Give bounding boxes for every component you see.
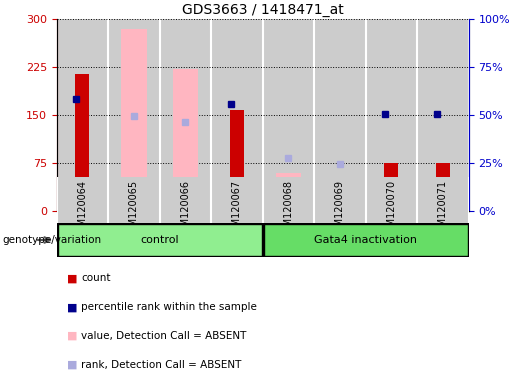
FancyBboxPatch shape <box>264 224 468 256</box>
Bar <box>230 110 244 211</box>
Text: percentile rank within the sample: percentile rank within the sample <box>81 302 258 312</box>
Text: GSM120070: GSM120070 <box>386 180 397 240</box>
Text: control: control <box>141 235 179 245</box>
Bar <box>384 162 399 211</box>
Text: GSM120067: GSM120067 <box>232 180 242 240</box>
Text: GSM120069: GSM120069 <box>335 180 345 239</box>
Bar <box>263 177 314 223</box>
Text: GSM120064: GSM120064 <box>77 180 88 239</box>
Title: GDS3663 / 1418471_at: GDS3663 / 1418471_at <box>182 3 344 17</box>
Text: GSM120065: GSM120065 <box>129 180 139 240</box>
Bar <box>108 19 160 211</box>
Bar <box>75 74 90 211</box>
Bar <box>57 177 108 223</box>
Bar <box>276 173 301 211</box>
Text: ■: ■ <box>67 331 77 341</box>
Bar <box>417 19 469 211</box>
Bar <box>121 29 147 211</box>
Bar <box>263 19 314 211</box>
FancyBboxPatch shape <box>57 223 469 257</box>
Text: ■: ■ <box>67 302 77 312</box>
Text: ■: ■ <box>67 273 77 283</box>
Bar <box>417 177 469 223</box>
Text: value, Detection Call = ABSENT: value, Detection Call = ABSENT <box>81 331 247 341</box>
Bar <box>211 177 263 223</box>
Text: GSM120068: GSM120068 <box>283 180 294 239</box>
Bar <box>314 19 366 211</box>
Bar <box>57 19 108 211</box>
FancyBboxPatch shape <box>58 224 262 256</box>
Bar <box>366 177 417 223</box>
Text: GSM120071: GSM120071 <box>438 180 448 240</box>
Bar <box>160 177 211 223</box>
Text: GSM120066: GSM120066 <box>180 180 191 239</box>
Bar <box>436 162 450 211</box>
Bar <box>314 177 366 223</box>
Bar <box>173 69 198 211</box>
Bar <box>108 177 160 223</box>
Bar <box>366 19 417 211</box>
Text: ■: ■ <box>67 360 77 370</box>
Bar <box>160 19 211 211</box>
Text: count: count <box>81 273 111 283</box>
Text: Gata4 inactivation: Gata4 inactivation <box>314 235 417 245</box>
Text: genotype/variation: genotype/variation <box>3 235 101 245</box>
Bar <box>327 200 353 211</box>
Text: rank, Detection Call = ABSENT: rank, Detection Call = ABSENT <box>81 360 242 370</box>
Bar <box>211 19 263 211</box>
